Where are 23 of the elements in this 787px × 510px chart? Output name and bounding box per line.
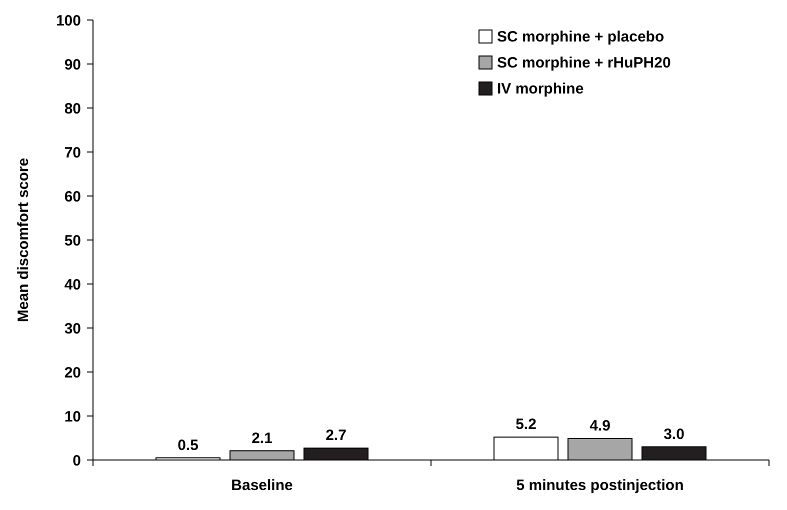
- x-tick-label: Baseline: [231, 477, 293, 494]
- y-tick-label: 50: [64, 232, 81, 250]
- legend-label: IV morphine: [497, 80, 584, 98]
- legend-label: SC morphine + rHuPH20: [497, 54, 671, 72]
- y-tick-label: 30: [64, 320, 81, 338]
- text: 4.9: [590, 417, 610, 434]
- y-tick-label: 100: [56, 12, 81, 30]
- y-tick-label: 90: [64, 56, 81, 74]
- text: 2.7: [326, 427, 346, 444]
- legend-label: SC morphine + placebo: [497, 28, 664, 46]
- y-tick-label: 0: [72, 452, 81, 470]
- y-axis-title: Mean discomfort score: [15, 158, 32, 322]
- x-tick-label: 5 minutes postinjection: [516, 477, 684, 494]
- text: 5.2: [516, 416, 536, 434]
- text: 3.0: [664, 426, 684, 443]
- y-tick-label: 70: [64, 144, 81, 162]
- text: 0.5: [178, 436, 198, 454]
- y-tick-label: 80: [64, 100, 81, 118]
- y-tick-label: 20: [64, 364, 81, 382]
- y-tick-label: 60: [64, 188, 81, 206]
- y-tick-label: 40: [64, 276, 81, 294]
- y-tick-label: 10: [64, 408, 81, 426]
- text: 2.1: [252, 430, 272, 447]
